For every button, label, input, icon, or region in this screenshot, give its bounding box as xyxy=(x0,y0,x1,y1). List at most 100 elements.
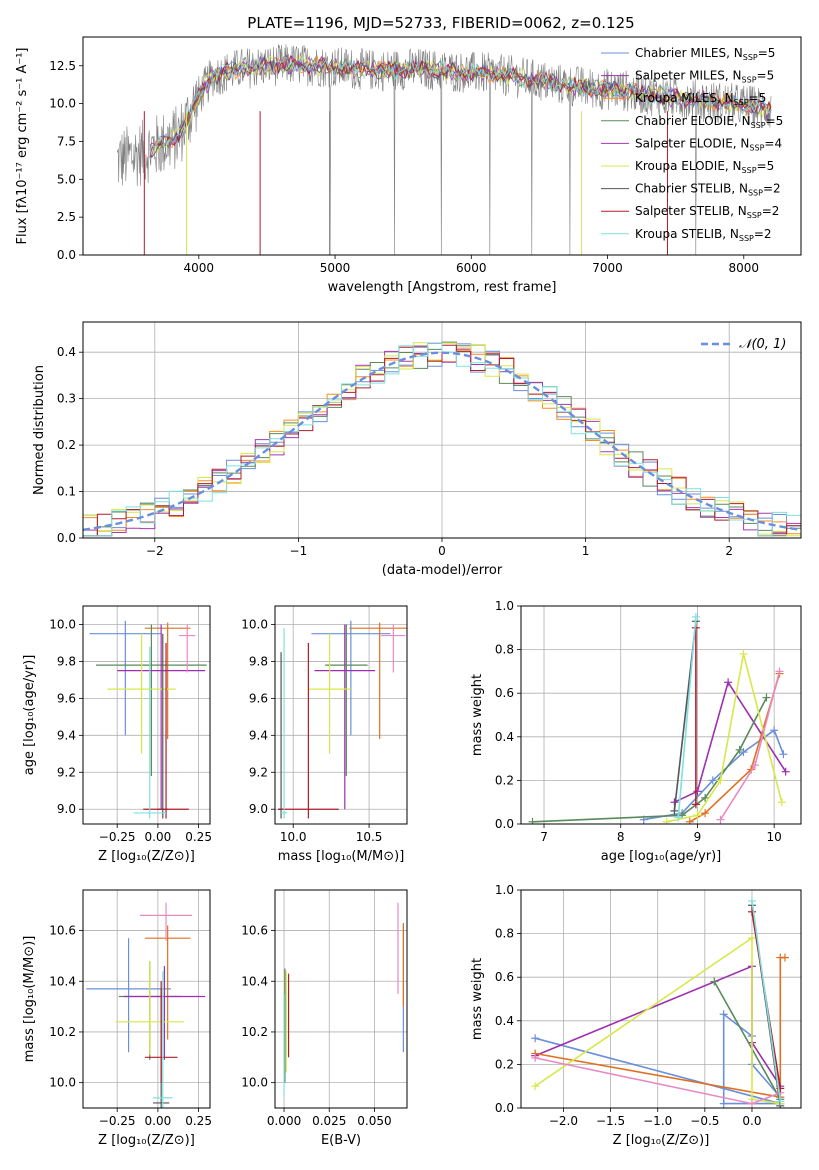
y-axis-label: mass weight xyxy=(470,674,485,756)
error-bar-point xyxy=(179,624,196,673)
x-axis-label: wavelength [Angstrom, rest frame] xyxy=(328,280,557,295)
y-tick-label: 9.0 xyxy=(249,802,268,816)
error-bar-point xyxy=(308,633,351,754)
y-tick-label: 10.4 xyxy=(241,974,268,988)
model-spectrum-line xyxy=(149,56,772,152)
axes-frame xyxy=(520,889,802,1109)
y-tick-label: 0.6 xyxy=(495,970,514,984)
x-tick-label: 6000 xyxy=(456,261,487,275)
model-spectrum-line xyxy=(149,56,772,156)
x-axis-label: Z [log₁₀(Z/Z⊙)] xyxy=(613,1133,710,1148)
legend-value: =2 xyxy=(754,227,772,241)
model-spectrum-line xyxy=(149,55,772,156)
weight-marker xyxy=(776,1097,785,1106)
weight-marker xyxy=(739,649,748,658)
weight-series-line xyxy=(713,981,781,1100)
y-tick-label: 10.0 xyxy=(49,1076,76,1090)
weight-marker xyxy=(670,806,679,815)
plot-area-age-vs-Z xyxy=(89,620,207,819)
error-bar-point xyxy=(89,620,162,736)
y-tick-label: 2.5 xyxy=(57,210,76,224)
y-tick-label: 1.0 xyxy=(495,599,514,613)
axes-frame xyxy=(520,605,802,825)
x-tick-label: −0.25 xyxy=(99,830,136,844)
weight-marker xyxy=(719,1010,728,1019)
y-tick-label: 0.8 xyxy=(495,927,514,941)
error-bar-point xyxy=(107,633,176,754)
plot-area-weight-vs-Z xyxy=(531,896,789,1108)
x-axis-label: age [log₁₀(age/yr)] xyxy=(601,849,722,864)
weight-series-line xyxy=(719,671,781,821)
x-tick-label: −0.25 xyxy=(99,1114,136,1128)
legend-entry: Chabrier ELODIE, NSSP=5 xyxy=(635,114,783,130)
plot-area-weight-vs-age xyxy=(528,612,790,824)
legend-value: =5 xyxy=(766,114,784,128)
y-tick-label: 0.3 xyxy=(57,392,76,406)
weight-marker xyxy=(777,798,786,807)
axes-mass-vs-EBV: 0.000 0.025 0.050 10.0 10.2 10.4 10.6 E(B-V) xyxy=(241,890,407,1148)
legend: 𝒩(0, 1) xyxy=(701,337,786,352)
y-tick-label: 10.2 xyxy=(49,1025,76,1039)
y-tick-label: 5.0 xyxy=(57,172,76,186)
y-tick-label: 9.2 xyxy=(57,765,76,779)
x-tick-label: 2 xyxy=(725,544,733,558)
error-bar-point xyxy=(139,902,193,941)
error-bar-point xyxy=(381,624,406,673)
figure-title: PLATE=1196, MJD=52733, FIBERID=0062, z=0… xyxy=(247,14,634,32)
weight-marker xyxy=(747,907,756,916)
weight-series-line xyxy=(643,729,785,821)
weight-series-line xyxy=(674,680,787,803)
model-spectrum-line xyxy=(149,55,772,159)
x-tick-label: 10 xyxy=(767,830,782,844)
x-axis-label: Z [log₁₀(Z/Z⊙)] xyxy=(98,849,195,864)
y-tick-label: 10.0 xyxy=(49,617,76,631)
weight-marker xyxy=(531,1034,540,1043)
weight-marker xyxy=(716,815,725,824)
legend-entry: 𝒩(0, 1) xyxy=(739,337,786,352)
error-bar-point xyxy=(314,624,376,810)
y-axis-label: Normed distribution xyxy=(32,365,47,495)
y-tick-label: 0.6 xyxy=(495,686,514,700)
weight-marker xyxy=(747,1099,756,1108)
weight-marker xyxy=(531,1082,540,1091)
legend-subscript: SSP xyxy=(742,76,757,85)
y-axis-label: mass weight xyxy=(470,958,485,1040)
x-tick-label: 8000 xyxy=(729,261,760,275)
y-tick-label: 10.4 xyxy=(49,974,76,988)
legend-entry: Kroupa MILES, NSSP=5 xyxy=(635,91,766,107)
x-tick-label: −1.5 xyxy=(596,1114,625,1128)
legend-entry: Kroupa ELODIE, NSSP=5 xyxy=(635,159,774,175)
plot-area-spectrum xyxy=(116,44,772,255)
legend: Chabrier MILES, NSSP=5 Salpeter MILES, NS… xyxy=(601,46,783,243)
weight-series-line xyxy=(534,956,785,1099)
axes-age-vs-mass: 10.0 10.5 9.0 9.2 9.4 9.6 9.8 10.0 mass [log₁₀(M… xyxy=(241,606,407,864)
y-tick-label: 0.2 xyxy=(495,1057,514,1071)
x-tick-label: 0.050 xyxy=(357,1114,391,1128)
normal-curve xyxy=(83,351,801,532)
y-tick-label: 9.6 xyxy=(57,691,76,705)
y-axis-label: mass [log₁₀(M/M⊙)] xyxy=(22,936,37,1063)
y-tick-label: 9.8 xyxy=(57,654,76,668)
y-tick-label: 7.5 xyxy=(57,134,76,148)
error-bar-point xyxy=(281,628,288,819)
weight-marker xyxy=(750,761,759,770)
weight-marker xyxy=(528,817,537,824)
y-tick-label: 10.0 xyxy=(241,617,268,631)
legend-subscript: SSP xyxy=(743,53,758,62)
x-tick-label: 1 xyxy=(582,544,590,558)
x-tick-label: 5000 xyxy=(320,261,351,275)
legend-value: =4 xyxy=(764,136,782,150)
axes-frame xyxy=(82,605,211,825)
legend-value: =5 xyxy=(757,159,775,173)
legend-value: =2 xyxy=(763,182,781,196)
legend-value: =5 xyxy=(757,69,775,83)
axes-frame xyxy=(274,605,408,825)
weight-series-line xyxy=(677,616,697,818)
x-tick-label: −2 xyxy=(146,544,164,558)
weight-marker xyxy=(735,745,744,754)
y-tick-label: 10.2 xyxy=(241,1025,268,1039)
y-tick-label: 12.5 xyxy=(49,59,76,73)
y-tick-label: 0.0 xyxy=(495,817,514,831)
weight-marker xyxy=(710,977,719,986)
error-bar-point xyxy=(143,642,189,819)
